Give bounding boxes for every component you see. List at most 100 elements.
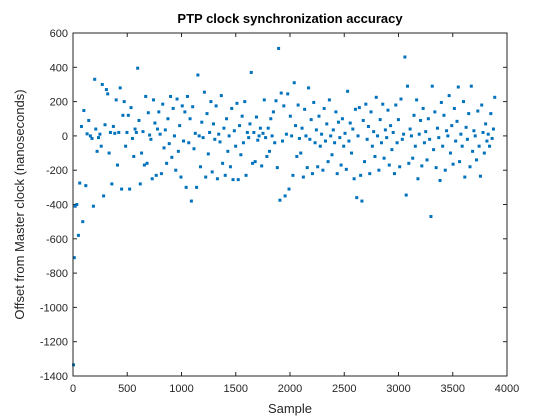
data-point <box>85 132 89 136</box>
data-point <box>140 151 144 155</box>
data-point <box>422 141 426 145</box>
data-point <box>125 130 129 134</box>
data-point <box>437 136 441 140</box>
data-point <box>271 110 275 114</box>
data-point <box>267 149 271 153</box>
data-point <box>448 151 452 155</box>
data-point <box>486 132 490 136</box>
data-point <box>195 185 199 189</box>
data-point <box>305 166 309 170</box>
data-point <box>485 139 489 143</box>
data-point <box>72 256 76 260</box>
data-point <box>343 131 347 135</box>
data-point <box>249 70 253 74</box>
data-point <box>463 175 467 179</box>
data-point <box>438 178 442 182</box>
data-point <box>107 151 111 155</box>
data-point <box>406 84 410 88</box>
data-point <box>284 132 288 136</box>
data-point <box>235 101 239 105</box>
data-point <box>482 151 486 155</box>
data-point <box>408 127 412 131</box>
data-point <box>473 134 477 138</box>
data-point <box>484 122 488 126</box>
data-point <box>167 142 171 146</box>
data-point <box>428 137 432 141</box>
data-point <box>381 102 385 106</box>
data-point <box>296 103 300 107</box>
data-point <box>338 136 342 140</box>
data-points <box>72 46 497 367</box>
data-point <box>442 113 446 117</box>
data-point <box>456 85 460 89</box>
data-point <box>260 164 264 168</box>
data-point <box>262 98 266 102</box>
data-point <box>282 104 286 108</box>
data-point <box>215 177 219 181</box>
data-point <box>335 172 339 176</box>
data-point <box>96 136 100 140</box>
data-point <box>189 199 193 203</box>
data-point <box>185 94 189 98</box>
data-point <box>214 104 218 108</box>
data-point <box>398 165 402 169</box>
data-point <box>152 98 156 102</box>
data-point <box>361 118 365 122</box>
data-point <box>141 130 145 134</box>
data-point <box>460 144 464 148</box>
data-point <box>159 172 163 176</box>
data-point <box>79 124 83 128</box>
data-point <box>476 109 480 113</box>
data-point <box>202 90 206 94</box>
data-point <box>360 199 364 203</box>
data-point <box>297 136 301 140</box>
data-point <box>120 187 124 191</box>
data-point <box>287 187 291 191</box>
data-point <box>197 134 201 138</box>
data-point <box>291 173 295 177</box>
data-point <box>430 84 434 88</box>
y-axis-label: Offset from Master clock (nanoseconds) <box>12 89 27 319</box>
data-point <box>94 127 98 131</box>
data-point <box>76 233 80 237</box>
data-point <box>205 112 209 116</box>
data-point <box>156 127 160 131</box>
data-point <box>102 194 106 198</box>
data-point <box>307 86 311 90</box>
data-point <box>170 155 174 159</box>
data-point <box>351 127 355 131</box>
data-point <box>103 123 107 127</box>
data-point <box>475 158 479 162</box>
data-point <box>270 134 274 138</box>
data-point <box>110 182 114 186</box>
x-tick-label: 500 <box>118 383 136 395</box>
data-point <box>221 161 225 165</box>
data-point <box>163 128 167 132</box>
data-point <box>176 149 180 153</box>
data-point <box>412 113 416 117</box>
data-point <box>321 168 325 172</box>
data-point <box>395 141 399 145</box>
data-point <box>144 94 148 98</box>
data-point <box>416 177 420 181</box>
data-point <box>238 124 242 128</box>
y-tick-label: -400 <box>46 200 68 212</box>
data-point <box>350 151 354 155</box>
data-point <box>187 141 191 145</box>
data-point <box>171 106 175 110</box>
data-point <box>84 184 88 188</box>
data-point <box>212 122 216 126</box>
data-point <box>222 126 226 130</box>
data-point <box>130 136 134 140</box>
data-point <box>227 134 231 138</box>
data-point <box>279 91 283 95</box>
data-point <box>172 134 176 138</box>
data-point <box>133 127 137 131</box>
data-point <box>385 136 389 140</box>
data-point <box>269 117 273 121</box>
x-tick-label: 2000 <box>278 383 302 395</box>
data-point <box>243 100 247 104</box>
data-point <box>417 132 421 136</box>
data-point <box>292 81 296 85</box>
